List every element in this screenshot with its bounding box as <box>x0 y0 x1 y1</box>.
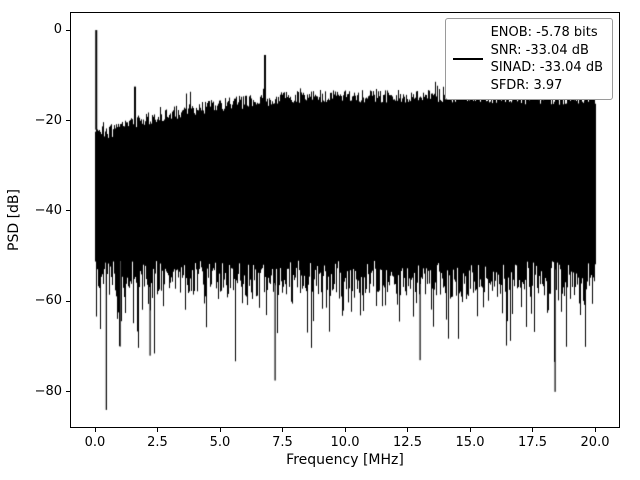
y-tick-label: −20 <box>34 112 62 128</box>
legend: ENOB: -5.78 bits SNR: -33.04 dB SINAD: -… <box>444 18 613 101</box>
x-tick-mark <box>469 428 471 432</box>
x-tick-label: 0.0 <box>84 435 106 450</box>
x-tick-label: 15.0 <box>455 435 485 450</box>
x-tick-mark <box>532 428 533 432</box>
y-tick-mark <box>66 210 70 212</box>
y-tick-label: −80 <box>34 383 62 399</box>
x-tick-mark <box>282 428 283 432</box>
legend-entry-snr: SNR: -33.04 dB <box>490 42 589 58</box>
x-tick-mark <box>157 428 158 432</box>
legend-entry-sinad: SINAD: -33.04 dB <box>490 60 603 76</box>
x-axis-label: Frequency [MHz] <box>286 452 404 468</box>
x-tick-label: 2.5 <box>147 435 168 450</box>
y-axis-label: PSD [dB] <box>6 189 22 251</box>
x-tick-mark <box>219 428 221 432</box>
y-tick-label: 0 <box>53 22 62 38</box>
x-tick-mark <box>594 428 596 432</box>
x-tick-label: 7.5 <box>272 435 293 450</box>
x-tick-label: 10.0 <box>330 435 360 450</box>
y-tick-mark <box>66 120 70 122</box>
y-tick-mark <box>66 29 70 31</box>
x-tick-label: 5.0 <box>209 435 231 450</box>
y-tick-mark <box>66 391 70 393</box>
y-tick-label: −40 <box>34 202 62 218</box>
x-tick-label: 12.5 <box>393 435 422 450</box>
x-tick-mark <box>407 428 408 432</box>
legend-line-sample <box>452 58 483 61</box>
legend-entry-sfdr: SFDR: 3.97 <box>490 77 563 93</box>
y-tick-label: −60 <box>34 293 62 309</box>
axes-frame <box>70 12 620 428</box>
x-tick-mark <box>94 428 96 432</box>
x-tick-label: 17.5 <box>518 435 547 450</box>
x-tick-label: 20.0 <box>580 435 610 450</box>
y-tick-mark <box>66 300 70 302</box>
legend-entry-enob: ENOB: -5.78 bits <box>490 25 598 40</box>
x-tick-mark <box>344 428 346 432</box>
legend-text: ENOB: -5.78 bits SNR: -33.04 dB SINAD: -… <box>491 24 603 94</box>
